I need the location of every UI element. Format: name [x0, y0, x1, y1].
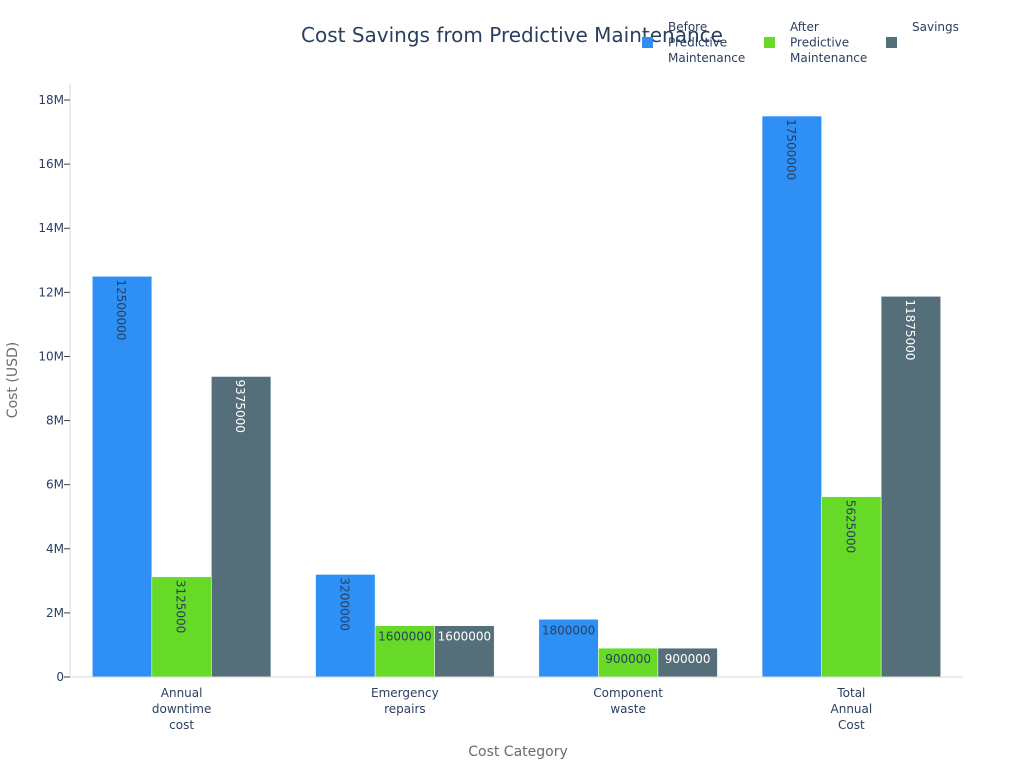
- y-tick-label: 18M: [38, 93, 64, 107]
- legend-swatch: [642, 37, 653, 48]
- bar-value-label: 17500000: [784, 119, 798, 180]
- legend-label: Savings: [912, 20, 959, 34]
- y-tick-label: 14M: [38, 221, 64, 235]
- bar-value-label: 900000: [605, 652, 651, 666]
- x-axis-title: Cost Category: [468, 744, 568, 760]
- bar: [761, 115, 822, 678]
- x-tick-label: Total Annual Cost: [831, 686, 873, 732]
- bar: [821, 496, 882, 678]
- y-tick-label: 4M: [46, 542, 64, 556]
- chart-title: Cost Savings from Predictive Maintenance: [301, 23, 723, 47]
- bar: [374, 625, 435, 678]
- bar-value-label: 12500000: [114, 279, 128, 340]
- y-tick-label: 16M: [38, 157, 64, 171]
- bar-value-label: 900000: [665, 652, 711, 666]
- y-axis-title: Cost (USD): [5, 342, 21, 418]
- y-tick-label: 12M: [38, 285, 64, 299]
- bar: [434, 625, 495, 678]
- bar-value-label: 1600000: [378, 630, 431, 644]
- y-tick-label: 0: [56, 670, 64, 684]
- y-tick-label: 10M: [38, 349, 64, 363]
- bar: [151, 576, 212, 678]
- y-tick-label: 2M: [46, 606, 64, 620]
- x-tick-label: Component waste: [593, 686, 663, 716]
- bar: [92, 276, 153, 678]
- bar-value-label: 5625000: [843, 500, 857, 553]
- bar-value-label: 11875000: [903, 299, 917, 360]
- legend: Before Predictive Maintenance After Predicti…: [642, 20, 959, 65]
- y-tick-label: 6M: [46, 478, 64, 492]
- bar: [880, 296, 941, 678]
- legend-swatch: [764, 37, 775, 48]
- legend-swatch: [886, 37, 897, 48]
- y-tick-label: 8M: [46, 414, 64, 428]
- bars-group: 12500000 3125000 9375000 3200000 1600000 1600…: [92, 115, 941, 678]
- y-axis: 0 2M 4M 6M 8M 10M 12M 14M 16M 18M: [38, 84, 71, 684]
- bar-value-label: 3125000: [174, 580, 188, 633]
- bar-value-label: 1800000: [542, 623, 595, 637]
- x-axis: Annual downtime cost Emergency repairs Compon…: [70, 676, 963, 732]
- x-tick-label: Emergency repairs: [371, 686, 439, 716]
- bar-value-label: 3200000: [337, 577, 351, 630]
- bar: [598, 647, 659, 678]
- legend-label: Before Predictive Maintenance: [668, 20, 745, 65]
- bar: [211, 376, 272, 678]
- bar: [315, 574, 376, 678]
- bar-value-label: 1600000: [438, 630, 491, 644]
- bar-value-label: 9375000: [233, 379, 247, 432]
- x-tick-label: Annual downtime cost: [152, 686, 212, 732]
- legend-label: After Predictive Maintenance: [790, 20, 867, 65]
